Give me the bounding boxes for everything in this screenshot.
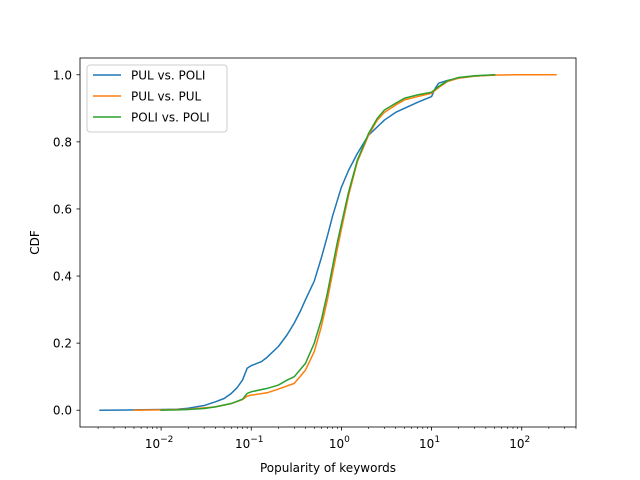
y-tick-label-3: 0.6 [53, 202, 72, 216]
legend-box [86, 64, 228, 133]
series-layer [99, 73, 557, 411]
y-tick-label-1: 0.2 [53, 337, 72, 351]
legend-label-2: POLI vs. POLI [131, 111, 210, 125]
legend-label-1: PUL vs. PUL [131, 90, 202, 104]
x-tick-label-3: 101 [419, 435, 440, 451]
y-tick-label-5: 1.0 [53, 68, 72, 82]
series-line-2 [160, 73, 496, 411]
legend: PUL vs. POLI PUL vs. PUL POLI vs. POLI [86, 64, 228, 133]
x-tick-label-1: 10−1 [235, 435, 264, 451]
ticks-layer: 10−2 10−1 100 101 102 0.0 0.2 0.4 0.6 0.8 1.0 [53, 68, 577, 451]
x-tick-label-0: 10−2 [145, 435, 174, 451]
y-axis-title: CDF [28, 230, 42, 255]
axes-frame [79, 57, 577, 428]
y-tick-label-2: 0.4 [53, 270, 72, 284]
series-line-0 [99, 73, 496, 411]
legend-label-0: PUL vs. POLI [131, 69, 205, 83]
x-tick-label-4: 102 [509, 435, 530, 451]
x-tick-label-2: 100 [329, 435, 350, 451]
x-axis-title: Popularity of keywords [260, 461, 396, 475]
y-tick-label-0: 0.0 [53, 404, 72, 418]
y-tick-label-4: 0.8 [53, 135, 72, 149]
axes-layer [79, 57, 577, 428]
